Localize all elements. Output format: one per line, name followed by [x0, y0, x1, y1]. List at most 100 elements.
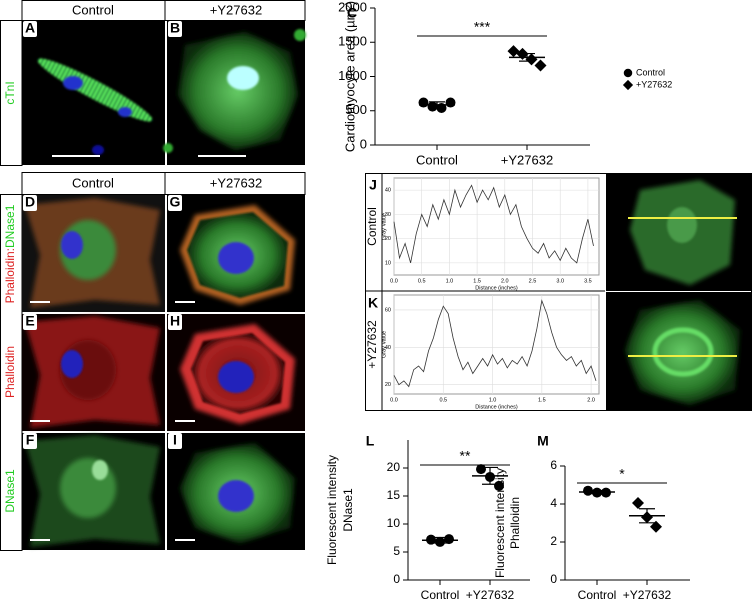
legend-label: +Y27632 [636, 79, 672, 89]
x-tick-label: +Y27632 [466, 588, 515, 602]
row-label: Phalloidin [3, 346, 17, 398]
y-tick-label: 20 [385, 236, 391, 242]
column-header: +Y27632 [210, 175, 262, 190]
x-tick-label: 0.0 [390, 278, 398, 284]
y-tick-label: 0 [550, 572, 557, 586]
diamond-point [507, 45, 520, 58]
x-tick-label: 1.5 [538, 397, 546, 403]
y-tick-label: 6 [550, 458, 557, 472]
row-label: Phalloidin:DNase1 [3, 204, 17, 303]
header-box [164, 172, 306, 195]
y-axis-label: Fluorescent intensity [325, 455, 339, 565]
error-bar [429, 101, 445, 109]
y-tick-label: 30 [385, 212, 391, 218]
y-tick-label: 500 [345, 102, 367, 117]
row-label-part: : [3, 248, 17, 251]
panel-letter: L [366, 433, 375, 449]
error-bar [589, 489, 605, 495]
column-header: +Y27632 [210, 2, 262, 17]
diamond-point [525, 53, 538, 66]
column-header: Control [72, 175, 114, 190]
micrograph-i [167, 433, 305, 550]
panel-letter: M [537, 433, 549, 449]
x-tick-label: 0.0 [390, 397, 398, 403]
x-tick-label: 3.5 [584, 278, 592, 284]
y-tick-label: 15 [387, 488, 401, 502]
x-tick-label: 0.5 [439, 397, 447, 403]
top-headers: Control +Y27632 cTnI [0, 0, 306, 166]
panel-letter: K [368, 295, 378, 311]
micrograph-b [163, 21, 306, 165]
circle-point [476, 464, 486, 475]
x-tick-label: Control [421, 588, 460, 602]
x-tick-label: 2.0 [501, 278, 509, 284]
panel-letter: D [25, 194, 35, 210]
plot-frame [393, 177, 600, 276]
circle-point [494, 480, 504, 491]
panel-letter: H [170, 313, 180, 329]
x-axis-label: Distance (inches) [475, 404, 518, 410]
column-header: Control [72, 2, 114, 17]
row-label: Control [365, 207, 379, 246]
x-tick-label: Control [578, 588, 617, 602]
y-axis-label: Cardiomyocyte area (µm²) [342, 1, 357, 152]
y-tick-label: 0 [360, 136, 367, 151]
y-tick-label: 1000 [338, 68, 367, 83]
diamond-point [632, 497, 644, 510]
row-label-part: Phalloidin [3, 251, 17, 303]
x-axis-label: Distance (inches) [475, 285, 518, 291]
x-tick-label: +Y27632 [623, 588, 672, 602]
row-label: +Y27632 [365, 320, 379, 369]
x-tick-label: 1.0 [489, 397, 497, 403]
letter-box [168, 433, 182, 449]
letter-box [168, 21, 182, 37]
y-tick-label: 2000 [338, 0, 367, 14]
letter-box [23, 314, 37, 330]
micrograph-f [22, 433, 165, 550]
profile-curve [393, 299, 597, 388]
x-tick-label: 1.5 [473, 278, 481, 284]
y-tick-label: 40 [385, 188, 391, 194]
error-bar [519, 52, 535, 62]
x-tick-label: 0.5 [418, 278, 426, 284]
x-tick-label: +Y27632 [501, 152, 553, 167]
y-axis-label: Gray Value [381, 331, 387, 358]
y-tick-label: 40 [385, 345, 391, 351]
y-tick-label: 10 [385, 260, 391, 266]
micrograph-g [167, 195, 305, 312]
letter-box [168, 195, 182, 211]
circle-point [418, 97, 429, 108]
micrograph-h [167, 314, 305, 431]
row-label-part: DNase1 [3, 204, 17, 248]
x-tick-label: 2.5 [529, 278, 537, 284]
error-bar [482, 466, 498, 485]
letter-box [23, 433, 37, 449]
diamond-point [650, 520, 662, 533]
x-tick-label: 1.0 [446, 278, 454, 284]
y-tick-label: 60 [385, 307, 391, 313]
plot-frame [393, 294, 600, 395]
circle-point [444, 534, 454, 545]
y-axis-label: Fluorescent intensity [493, 468, 507, 578]
diamond-point [622, 79, 634, 91]
y-tick-label: 5 [393, 544, 400, 558]
diamond-point [534, 59, 547, 72]
mid-headers: Control +Y27632 Phalloidin:DNase1 Phallo… [0, 172, 306, 551]
y-tick-label: 4 [550, 496, 557, 510]
y-axis-label: Gray Value [381, 213, 387, 240]
panel-letter: E [25, 313, 34, 329]
row-label: cTnI [3, 81, 17, 104]
panel-letter: G [170, 194, 181, 210]
significance-label: * [619, 466, 625, 482]
error-bar [639, 508, 655, 524]
micrograph-a [22, 21, 165, 165]
header-box [164, 0, 306, 21]
y-tick-label: 0 [393, 572, 400, 586]
letter-box [168, 314, 182, 330]
x-tick-label: 3.0 [556, 278, 564, 284]
legend-label: Control [636, 67, 665, 77]
y-tick-label: 10 [387, 516, 401, 530]
panel-letter: B [170, 20, 180, 36]
y-axis-label: Phalloidin [508, 497, 522, 549]
